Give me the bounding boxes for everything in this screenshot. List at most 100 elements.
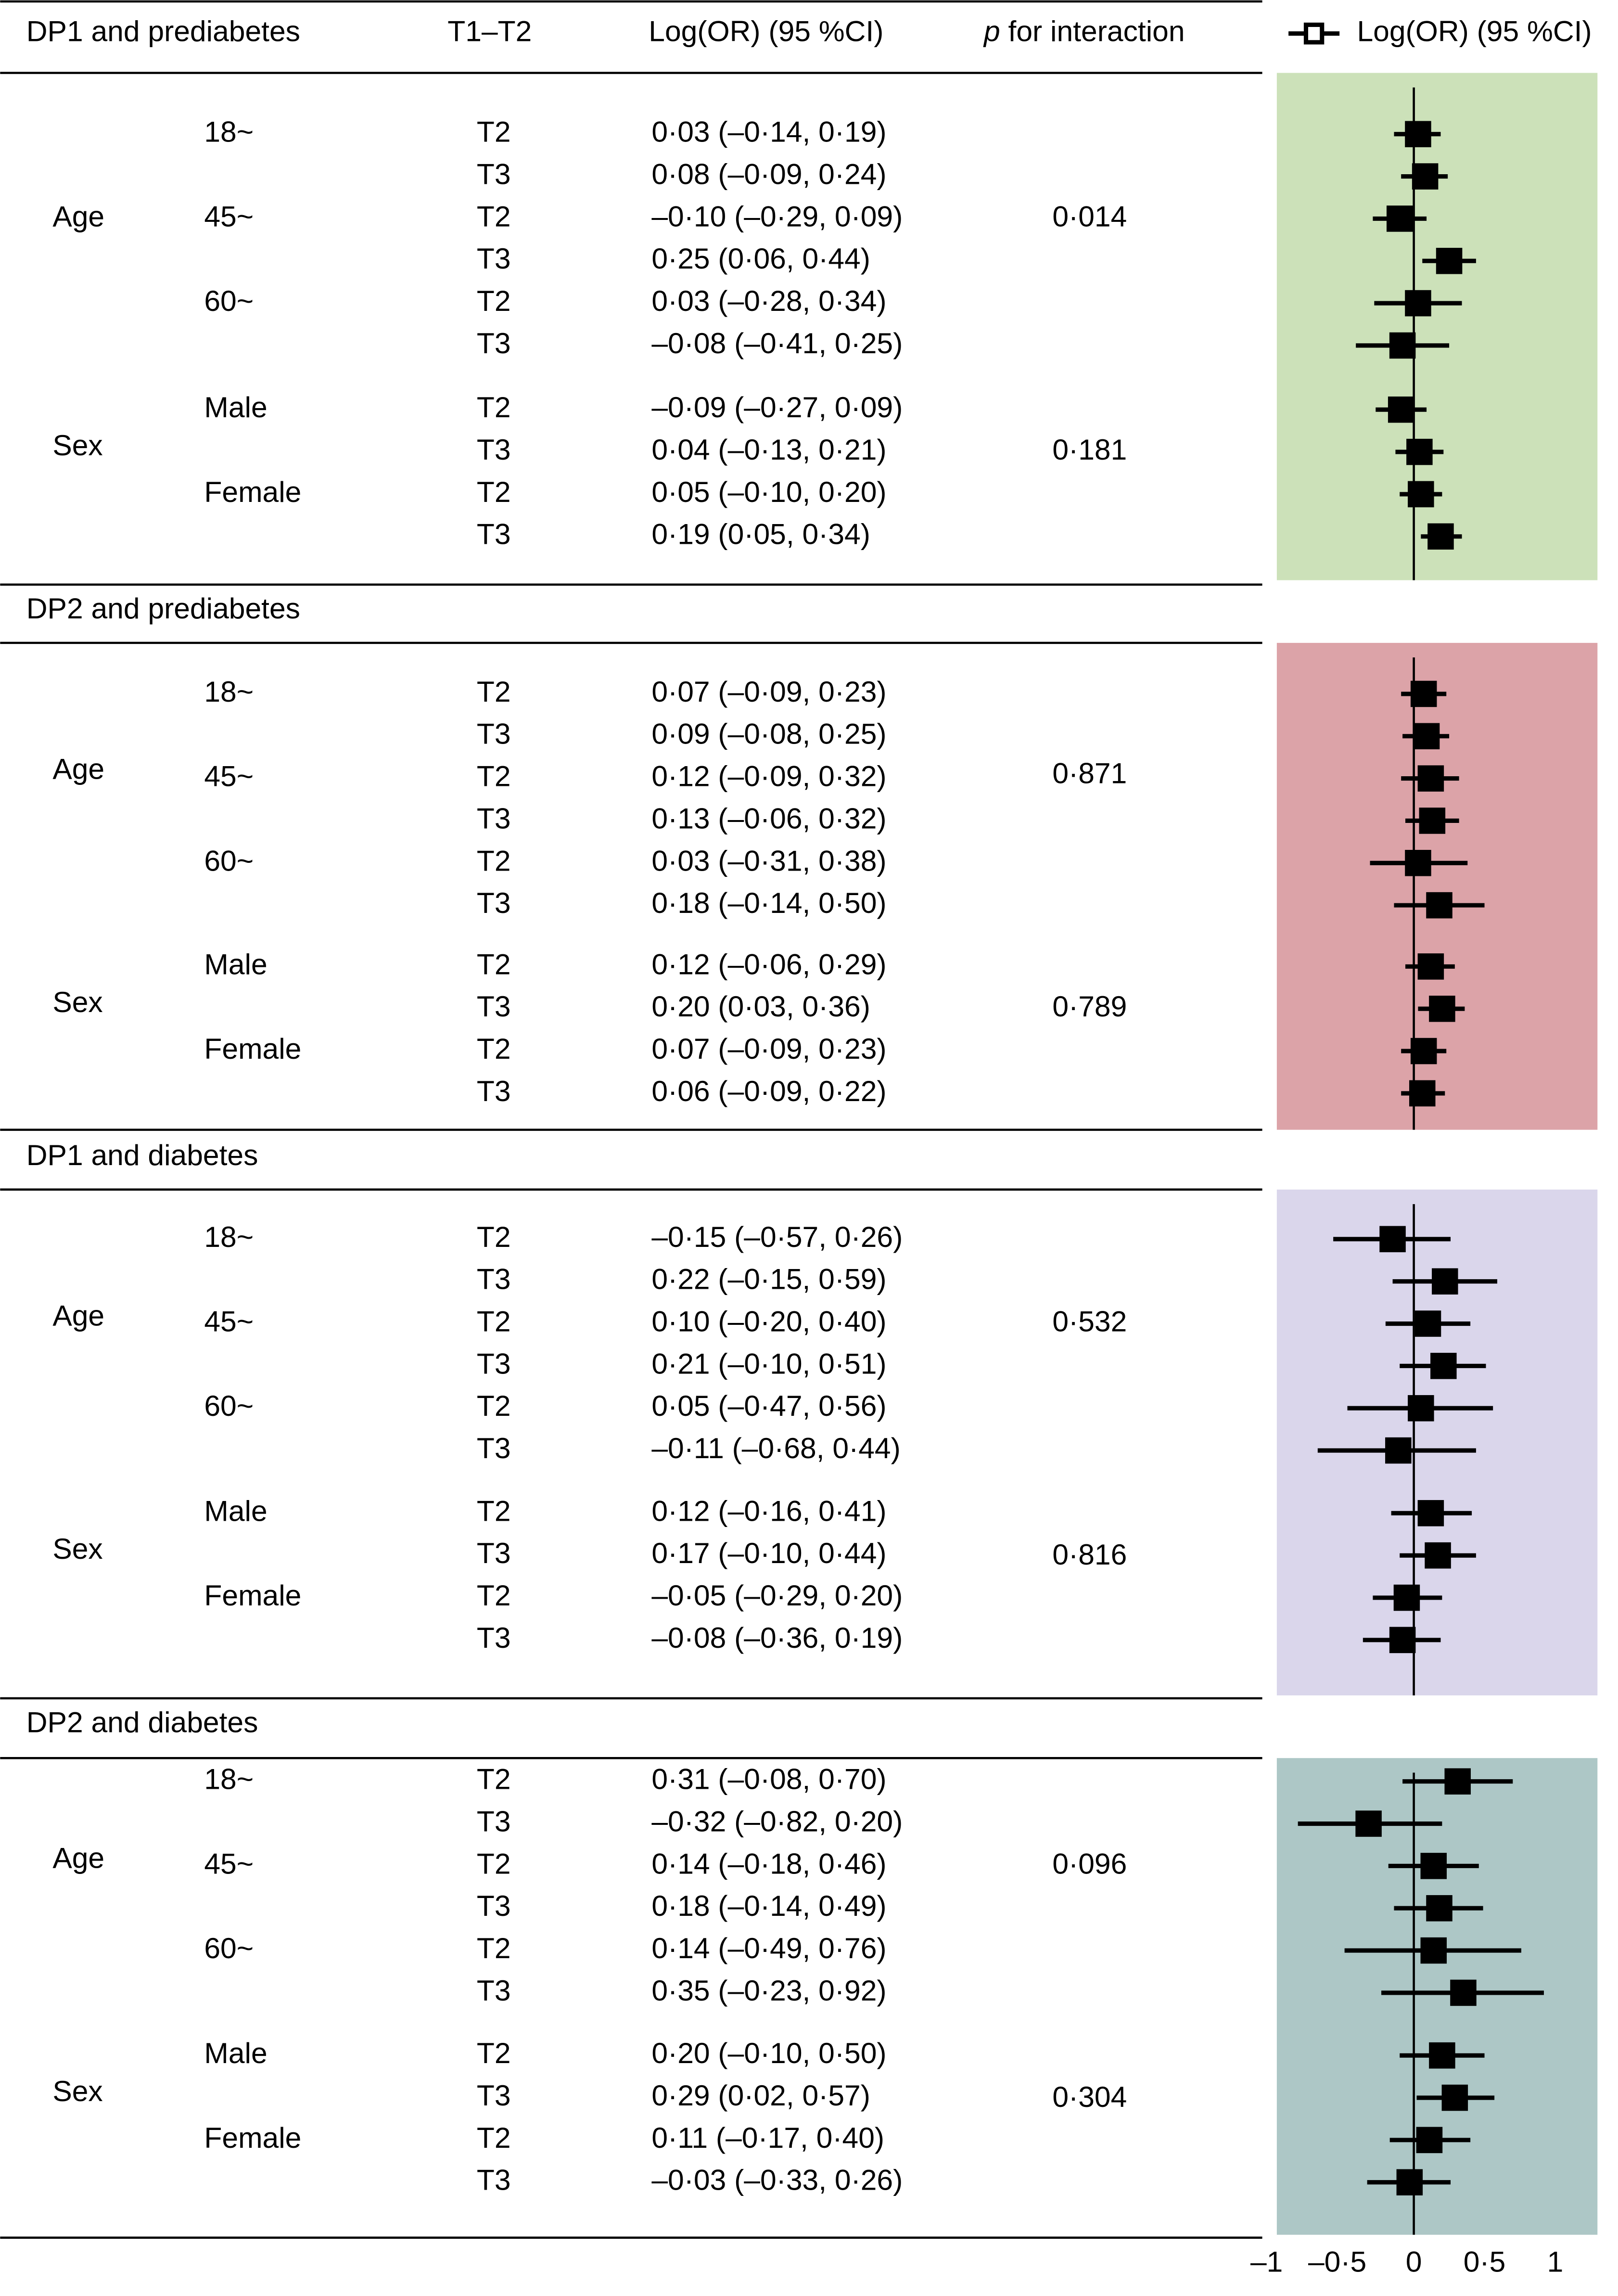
estimate-marker [1432, 1268, 1458, 1295]
subgroup-label: Female [204, 1579, 301, 1612]
tercile-label: T3 [477, 1347, 511, 1380]
estimate-ci-text: –0·05 (–0·29, 0·20) [651, 1579, 903, 1612]
subgroup-label: Female [204, 2121, 301, 2154]
estimate-ci-text: 0·10 (–0·20, 0·40) [651, 1305, 886, 1338]
tercile-label: T2 [477, 948, 511, 980]
estimate-marker [1420, 1937, 1447, 1964]
estimate-ci-text: –0·08 (–0·41, 0·25) [651, 327, 903, 359]
estimate-marker [1427, 523, 1454, 550]
table-row: T3 0·21 (–0·10, 0·51) [477, 1347, 1486, 1380]
estimate-ci-text: 0·22 (–0·15, 0·59) [651, 1263, 886, 1296]
tercile-label: T3 [477, 886, 511, 919]
table-row: T3 0·35 (–0·23, 0·92) [477, 1974, 1544, 2007]
tercile-label: T2 [477, 1032, 511, 1065]
table-row: 60~ T2 0·03 (–0·28, 0·34) [204, 284, 1462, 317]
section-title: DP2 and diabetes [26, 1706, 258, 1739]
estimate-ci-text: 0·35 (–0·23, 0·92) [651, 1974, 886, 2007]
table-row: 60~ T2 0·03 (–0·31, 0·38) [204, 844, 1468, 877]
estimate-ci-text: 0·07 (–0·09, 0·23) [651, 1032, 886, 1065]
group-label: Age [52, 200, 104, 232]
estimate-ci-text: 0·08 (–0·09, 0·24) [651, 158, 886, 191]
section-4: DP2 and diabetes Age 0·096 Sex 0·304 18~ T2 0·3… [0, 1706, 1598, 2239]
estimate-marker [1408, 1395, 1434, 1422]
table-row: Male T2 0·12 (–0·06, 0·29) [204, 948, 1455, 980]
table-row: T3 0·09 (–0·08, 0·25) [477, 718, 1450, 750]
table-row: 18~ T2 –0·15 (–0·57, 0·26) [204, 1220, 1451, 1253]
estimate-ci-text: 0·03 (–0·28, 0·34) [651, 284, 886, 317]
tercile-label: T3 [477, 1432, 511, 1464]
tercile-label: T2 [477, 1494, 511, 1527]
tercile-label: T2 [477, 284, 511, 317]
subgroup-label: 60~ [204, 844, 254, 877]
subgroup-label: 18~ [204, 115, 254, 148]
table-row: T3 –0·32 (–0·82, 0·20) [477, 1805, 1442, 1838]
table-row: 45~ T2 –0·10 (–0·29, 0·09) [204, 200, 1427, 232]
p-value: 0·181 [1052, 433, 1127, 466]
estimate-marker [1417, 765, 1444, 792]
tercile-label: T2 [477, 1579, 511, 1612]
estimate-ci-text: –0·11 (–0·68, 0·44) [651, 1432, 900, 1464]
p-value: 0·816 [1052, 1538, 1127, 1571]
estimate-ci-text: 0·25 (0·06, 0·44) [651, 242, 870, 275]
estimate-ci-text: 0·18 (–0·14, 0·49) [651, 1889, 886, 1922]
p-value: 0·096 [1052, 1847, 1127, 1880]
estimate-marker [1429, 2042, 1455, 2069]
tercile-label: T3 [477, 1075, 511, 1107]
x-axis: –1 –0·5 0 0·5 1 [1250, 2245, 1563, 2278]
estimate-marker [1419, 808, 1446, 834]
estimate-ci-text: –0·08 (–0·36, 0·19) [651, 1621, 903, 1654]
plot-panel [1276, 642, 1598, 1130]
table-row: T3 0·18 (–0·14, 0·50) [477, 886, 1485, 919]
tercile-label: T3 [477, 1974, 511, 2007]
table-row: 45~ T2 0·10 (–0·20, 0·40) [204, 1305, 1471, 1338]
tercile-label: T2 [477, 2037, 511, 2069]
subgroup-label: 60~ [204, 1389, 254, 1422]
p-value: 0·871 [1052, 757, 1127, 790]
table-row: T3 –0·11 (–0·68, 0·44) [477, 1432, 1476, 1464]
tercile-label: T3 [477, 1263, 511, 1296]
tercile-label: T3 [477, 327, 511, 359]
table-row: Female T2 0·07 (–0·09, 0·23) [204, 1032, 1447, 1065]
table-row: T3 –0·08 (–0·41, 0·25) [477, 327, 1450, 359]
table-row: 45~ T2 0·12 (–0·09, 0·32) [204, 760, 1459, 793]
subgroup-label: Male [204, 948, 267, 980]
estimate-ci-text: 0·17 (–0·10, 0·44) [651, 1537, 886, 1569]
estimate-ci-text: –0·09 (–0·27, 0·09) [651, 391, 903, 423]
estimate-ci-text: 0·03 (–0·31, 0·38) [651, 844, 886, 877]
p-value: 0·532 [1052, 1305, 1127, 1338]
p-value: 0·304 [1052, 2080, 1127, 2113]
estimate-marker [1444, 1768, 1471, 1795]
estimate-marker [1417, 953, 1444, 980]
section-title: DP2 and prediabetes [26, 592, 300, 625]
table-row: Female T2 0·05 (–0·10, 0·20) [204, 475, 1442, 508]
estimate-marker [1409, 1080, 1436, 1107]
table-row: T3 0·17 (–0·10, 0·44) [477, 1537, 1476, 1569]
table-row: 18~ T2 0·07 (–0·09, 0·23) [204, 675, 1447, 708]
estimate-marker [1408, 481, 1434, 508]
estimate-ci-text: 0·12 (–0·06, 0·29) [651, 948, 886, 980]
table-row: T3 0·06 (–0·09, 0·22) [477, 1075, 1445, 1107]
estimate-ci-text: –0·32 (–0·82, 0·20) [651, 1805, 903, 1838]
estimate-marker [1379, 1226, 1406, 1253]
estimate-marker [1410, 680, 1437, 707]
estimate-marker [1412, 163, 1439, 190]
table-row: Female T2 0·11 (–0·17, 0·40) [204, 2121, 1471, 2154]
table-row: T3 0·20 (0·03, 0·36) [477, 990, 1465, 1023]
tercile-label: T3 [477, 990, 511, 1023]
subgroup-label: 45~ [204, 200, 254, 232]
estimate-ci-text: 0·18 (–0·14, 0·50) [651, 886, 886, 919]
legend-label: Log(OR) (95 %CI) [1357, 15, 1592, 48]
table-row: 18~ T2 0·03 (–0·14, 0·19) [204, 115, 1441, 148]
tercile-label: T3 [477, 802, 511, 834]
tercile-label: T3 [477, 518, 511, 551]
tercile-label: T3 [477, 2079, 511, 2112]
table-row: T3 0·22 (–0·15, 0·59) [477, 1263, 1497, 1296]
tercile-label: T3 [477, 1889, 511, 1922]
table-row: 60~ T2 0·14 (–0·49, 0·76) [204, 1932, 1521, 1964]
tercile-label: T2 [477, 391, 511, 423]
estimate-marker [1450, 1979, 1477, 2006]
tercile-label: T2 [477, 844, 511, 877]
table-row: T3 0·04 (–0·13, 0·21) [477, 433, 1444, 466]
tercile-label: T3 [477, 158, 511, 191]
estimate-marker [1416, 2127, 1443, 2154]
